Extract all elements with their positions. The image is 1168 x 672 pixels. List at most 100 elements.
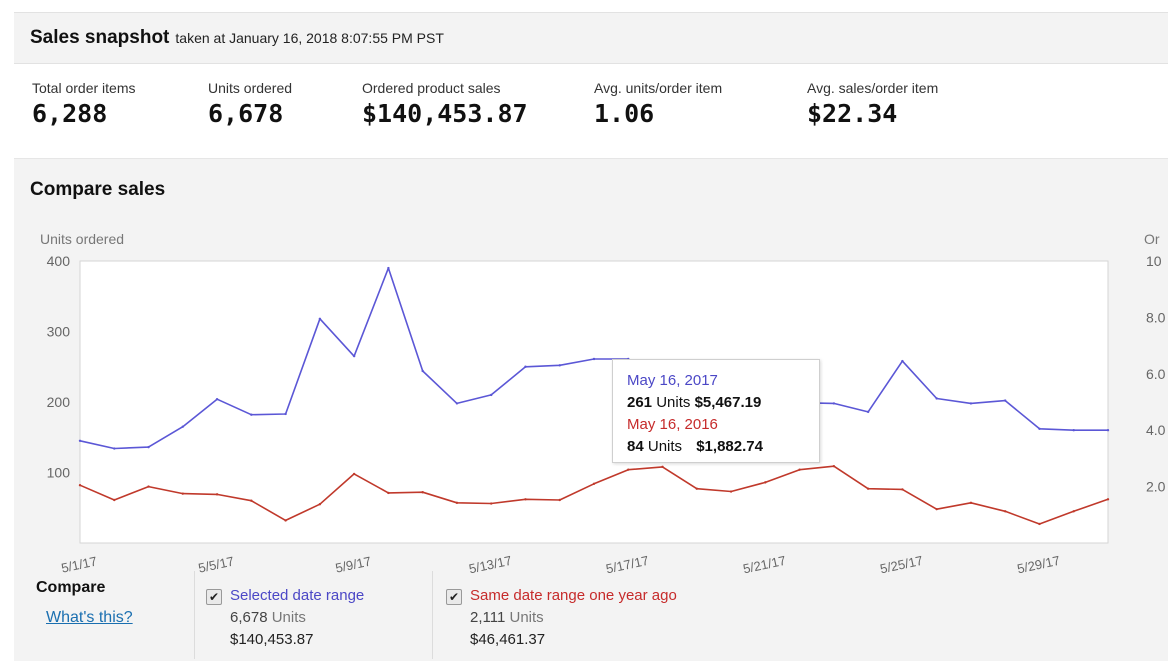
data-point-selected xyxy=(1038,427,1041,430)
data-point-selected xyxy=(147,445,150,449)
data-point-year-ago xyxy=(147,485,150,488)
sales-line-chart[interactable]: 400 300 200 100 10 8.0 6.0 4.0 2.0 5/1/17 5/5/17 5/… xyxy=(14,159,1168,579)
x-tick-label: 5/25/17 xyxy=(879,553,925,577)
previous-units-value: 2,111 xyxy=(470,609,506,626)
x-tick-label: 5/21/17 xyxy=(742,553,788,577)
data-point-year-ago xyxy=(455,501,459,505)
data-point-year-ago xyxy=(661,465,664,469)
y-left-tick-label: 100 xyxy=(47,465,71,481)
tooltip-row-2017: 261 Units $5,467.19 xyxy=(627,394,761,411)
data-point-selected xyxy=(250,413,253,416)
metric-avg-sales: Avg. sales/order item $22.34 xyxy=(807,80,938,128)
data-point-selected xyxy=(558,364,561,367)
data-point-selected xyxy=(1004,399,1007,402)
previous-range-units: 2,111 Units xyxy=(470,609,544,626)
y-right-tick-label: 10 xyxy=(1146,253,1162,269)
legend-divider xyxy=(432,571,433,659)
selected-range-label: Selected date range xyxy=(230,587,365,604)
y-left-tick-label: 200 xyxy=(47,394,71,410)
data-point-year-ago xyxy=(181,492,184,495)
data-point-selected xyxy=(969,402,973,405)
y-right-tick-label: 2.0 xyxy=(1146,479,1166,495)
metric-total-order-items: Total order items 6,288 xyxy=(32,80,135,128)
data-point-selected xyxy=(866,410,870,414)
y-right-tick-label: 4.0 xyxy=(1146,422,1166,438)
metric-label: Units ordered xyxy=(208,80,293,96)
selected-range-units: 6,678 Units xyxy=(230,609,306,626)
data-point-selected xyxy=(455,402,459,405)
metric-units-ordered: Units ordered 6,678 xyxy=(208,80,292,128)
data-point-selected xyxy=(113,447,116,450)
data-point-selected xyxy=(387,266,390,270)
data-point-selected xyxy=(935,397,938,400)
previous-units-word: Units xyxy=(509,609,544,626)
data-point-selected xyxy=(524,365,527,368)
metric-label: Avg. units/order item xyxy=(594,80,723,96)
tooltip-units-word: Units xyxy=(647,438,683,455)
data-point-year-ago xyxy=(729,490,733,493)
data-point-year-ago xyxy=(695,487,698,490)
metric-label: Avg. sales/order item xyxy=(807,80,939,96)
tooltip-units-2016: 84 xyxy=(627,438,644,455)
metric-value: $22.34 xyxy=(807,99,898,128)
x-tick-label: 5/9/17 xyxy=(334,554,372,576)
legend-divider xyxy=(194,571,195,659)
x-tick-label: 5/1/17 xyxy=(60,554,98,576)
metric-value: 6,288 xyxy=(32,99,108,128)
x-tick-label: 5/17/17 xyxy=(605,553,651,577)
data-point-selected xyxy=(215,397,219,401)
data-point-year-ago xyxy=(935,507,938,511)
metric-label: Ordered product sales xyxy=(362,80,501,96)
data-point-year-ago xyxy=(215,493,219,496)
data-point-year-ago xyxy=(352,472,356,476)
snapshot-metrics: Total order items 6,288 Units ordered 6,… xyxy=(14,68,1168,154)
snapshot-title-text: Sales snapshot xyxy=(30,27,170,48)
data-point-year-ago xyxy=(1004,510,1007,513)
data-point-year-ago xyxy=(421,491,424,494)
selected-range-sales: $140,453.87 xyxy=(230,631,314,648)
previous-range-sales: $46,461.37 xyxy=(470,631,546,648)
data-point-year-ago xyxy=(1038,522,1041,526)
y-right-tick-label: 6.0 xyxy=(1146,366,1166,382)
data-point-year-ago xyxy=(901,488,904,491)
previous-range-checkbox[interactable]: ✔ xyxy=(446,589,462,605)
y-axis-left-label: Units ordered xyxy=(40,231,125,247)
y-left-tick-label: 300 xyxy=(47,324,71,340)
data-point-year-ago xyxy=(250,499,253,502)
snapshot-title: Sales snapshot taken at January 16, 2018 … xyxy=(30,27,444,49)
x-tick-label: 5/13/17 xyxy=(467,553,513,577)
metric-ordered-product-sales: Ordered product sales $140,453.87 xyxy=(362,80,528,128)
whats-this-link[interactable]: What's this? xyxy=(46,609,133,626)
data-point-selected xyxy=(352,354,356,358)
snapshot-timestamp: taken at January 16, 2018 8:07:55 PM PST xyxy=(175,30,444,46)
tooltip-date-2016: May 16, 2016 xyxy=(627,416,718,433)
chart-tooltip: May 16, 2017 261 Units $5,467.19 May 16,… xyxy=(612,359,820,463)
selected-units-value: 6,678 xyxy=(230,609,268,626)
tooltip-units-2017: 261 xyxy=(627,394,653,411)
data-point-selected xyxy=(592,357,596,361)
tooltip-row-2016: 84 Units $1,882.74 xyxy=(627,438,763,455)
data-point-year-ago xyxy=(1106,498,1110,501)
x-tick-label: 5/29/17 xyxy=(1016,553,1062,577)
data-point-year-ago xyxy=(866,487,870,490)
data-point-year-ago xyxy=(558,498,561,502)
data-point-year-ago xyxy=(524,498,527,501)
data-point-selected xyxy=(284,412,287,416)
data-point-year-ago xyxy=(832,464,836,468)
data-point-selected xyxy=(78,439,82,442)
data-point-year-ago xyxy=(284,519,287,522)
data-point-selected xyxy=(901,359,904,363)
metric-avg-units: Avg. units/order item 1.06 xyxy=(594,80,722,128)
data-point-year-ago xyxy=(798,468,801,471)
data-point-year-ago xyxy=(1072,510,1075,513)
data-point-year-ago xyxy=(78,483,82,487)
metric-value: 1.06 xyxy=(594,99,655,128)
data-point-year-ago xyxy=(387,491,390,495)
data-point-year-ago xyxy=(490,502,493,505)
y-axis-right-label: Or xyxy=(1144,231,1160,247)
data-point-selected xyxy=(181,425,184,428)
data-point-year-ago xyxy=(113,498,116,502)
tooltip-sales-2017: $5,467.19 xyxy=(694,394,762,411)
selected-range-checkbox[interactable]: ✔ xyxy=(206,589,222,605)
data-point-selected xyxy=(318,317,322,321)
